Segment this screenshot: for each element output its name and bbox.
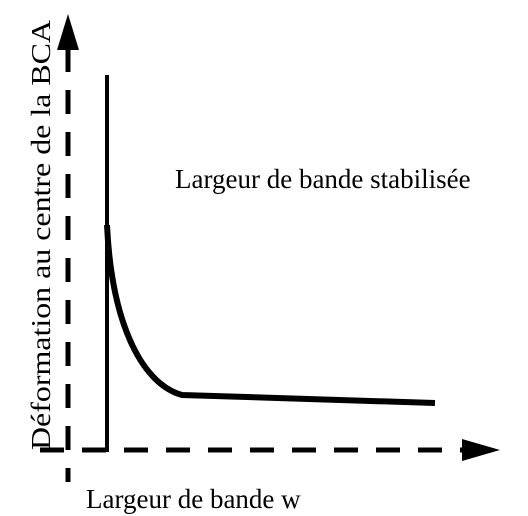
curve: [104, 224, 436, 406]
annotation: Largeur de bande stabilisée: [175, 164, 471, 194]
x-axis-label: Largeur de bande w: [86, 484, 301, 514]
y-axis-arrow: [57, 14, 79, 50]
y-axis-label: Déformation au centre de la BCA: [26, 19, 56, 450]
x-axis-arrow: [462, 439, 500, 461]
